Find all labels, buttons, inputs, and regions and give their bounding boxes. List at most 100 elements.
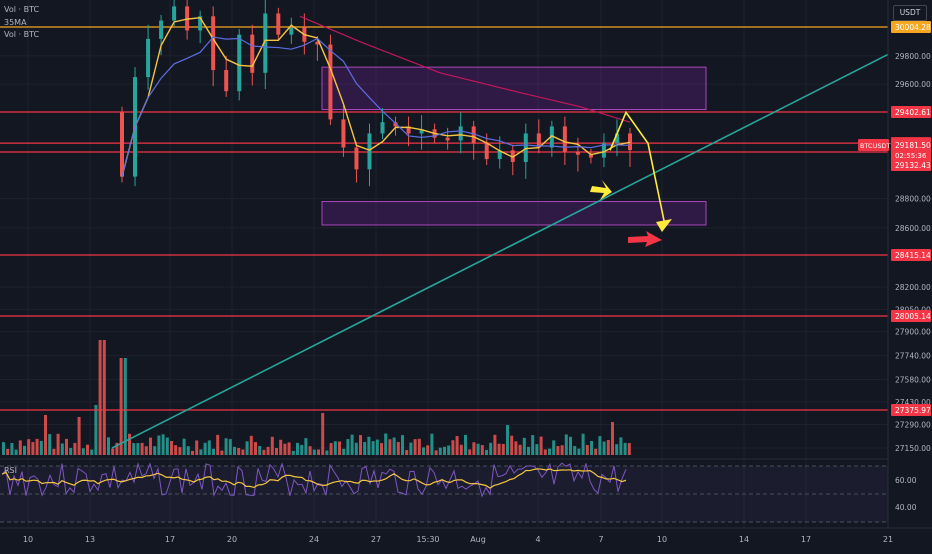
candle-body-27 — [471, 126, 476, 144]
volume-bar — [560, 445, 564, 455]
volume-bar — [107, 437, 110, 455]
volume-bar — [153, 446, 157, 455]
price-axis: 29800.00 29600.00 28800.00 28600.00 28200.00… — [858, 0, 932, 550]
volume-bar — [585, 444, 589, 455]
volume-bar — [65, 438, 68, 455]
volume-bar — [317, 449, 320, 455]
volume-bar — [161, 434, 165, 455]
rsi-label: RSI — [4, 466, 17, 475]
volume-bar — [283, 443, 287, 455]
ma-red-line — [299, 15, 631, 123]
rsi-line — [1, 461, 627, 498]
candle-body-25 — [445, 137, 450, 141]
current-price-tag-bg — [891, 139, 931, 161]
volume-bar — [405, 450, 409, 455]
candle-body-31 — [523, 133, 528, 162]
time-tick-label-2: 17 — [165, 535, 175, 544]
price-tick-label-5: 28050.00 — [895, 305, 931, 314]
volume-bar — [430, 433, 434, 455]
candle-body-36 — [588, 154, 593, 158]
rsi-tick-label-1: 40.00 — [895, 503, 917, 512]
time-tick-label-1: 13 — [85, 535, 95, 544]
candle-body-35 — [575, 151, 580, 155]
volume-bar — [304, 438, 308, 455]
volume-bar — [2, 442, 5, 455]
volume-bar — [140, 442, 144, 455]
price-tick-label-0: 29800.00 — [895, 52, 931, 61]
volume-bar — [388, 439, 392, 455]
volume-bar — [149, 437, 152, 455]
symbol-tag-label: BTCUSDT — [860, 142, 890, 150]
time-tick-label-11: 14 — [739, 535, 749, 544]
volume-bar — [157, 435, 161, 455]
price-tick-label-3: 28600.00 — [895, 224, 931, 233]
volume-bar — [199, 449, 203, 455]
level-tag-bg-1 — [891, 106, 931, 118]
time-tick-label-4: 24 — [309, 535, 319, 544]
demand-zone-1 — [321, 201, 707, 226]
volume-bar — [510, 435, 514, 455]
volume-bar — [102, 340, 106, 455]
volume-bar — [380, 443, 383, 455]
price-tag-2-bg — [891, 159, 931, 171]
volume-bar — [396, 441, 400, 455]
candle-body-5 — [185, 6, 190, 31]
level-tag-bg-0 — [891, 21, 931, 33]
volume-bar — [464, 434, 467, 455]
volume-bar — [392, 437, 396, 455]
volume-bar — [18, 440, 22, 455]
volume-bar — [623, 442, 627, 455]
volume-bar — [401, 435, 404, 455]
volume-bar — [527, 446, 530, 455]
volume-bar — [375, 439, 379, 455]
volume-bar — [573, 446, 577, 455]
countdown-label: 02:55:36 — [895, 152, 927, 160]
volume-bar — [111, 448, 115, 455]
volume-bar — [602, 441, 606, 455]
volume-bar — [249, 435, 253, 455]
volume-bar — [31, 442, 35, 455]
volume-bar — [308, 446, 312, 455]
currency-unit-button[interactable]: USDT — [893, 5, 927, 21]
candle-body-37 — [601, 143, 606, 158]
candle-body-20 — [380, 122, 385, 134]
volume-bar — [123, 358, 127, 455]
ascending-trendline — [111, 53, 889, 449]
volume-bar — [56, 433, 60, 455]
candle-body-7 — [211, 16, 216, 70]
volume-bar — [501, 443, 505, 455]
volume-bar — [6, 448, 10, 455]
volume-bar — [262, 449, 266, 455]
volume-bar — [539, 436, 543, 455]
volume-bar — [98, 340, 102, 455]
volume-bar — [321, 413, 325, 455]
price-tag-2-label: 29132.43 — [895, 161, 931, 170]
volume-bar — [228, 439, 232, 455]
volume-bar — [627, 443, 631, 455]
horizontal-levels — [0, 26, 888, 411]
candle-body-0 — [120, 112, 124, 177]
volume-bar — [413, 439, 417, 455]
symbol-tag-bg — [858, 139, 889, 151]
volume-bar — [447, 445, 451, 455]
volume-bar — [73, 442, 77, 455]
volume-bar — [296, 442, 299, 455]
candle-body-33 — [549, 126, 554, 148]
projection-line — [609, 110, 665, 221]
time-tick-label-6: 15:30 — [416, 535, 439, 544]
volume-bar — [10, 443, 14, 455]
volume-bar — [312, 449, 316, 455]
candle-body-15 — [315, 41, 320, 45]
volume-bar — [518, 444, 522, 455]
price-tick-label-11: 27150.00 — [895, 444, 931, 453]
volume-bar — [86, 444, 89, 455]
candle-body-4 — [172, 6, 177, 21]
volume-bar — [522, 437, 526, 455]
volume-bar — [115, 442, 119, 455]
time-tick-label-13: 21 — [883, 535, 893, 544]
volume-bar — [480, 445, 484, 455]
volume-bar — [39, 440, 43, 455]
volume-bar — [237, 447, 241, 455]
